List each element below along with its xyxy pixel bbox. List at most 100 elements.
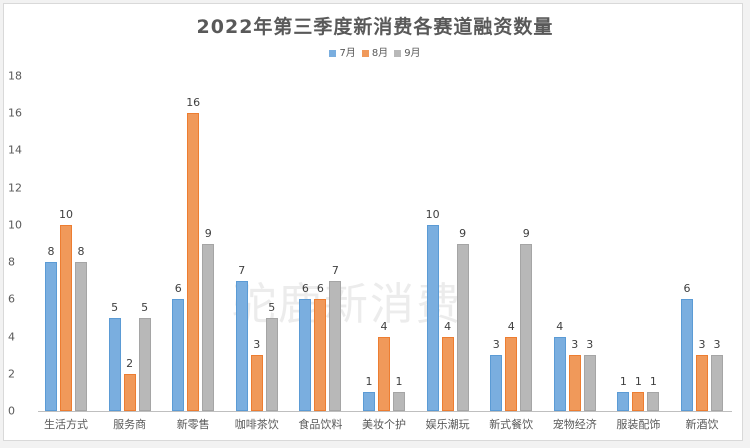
y-tick-label: 6 — [8, 292, 15, 306]
bar[interactable] — [75, 262, 87, 411]
chart-legend: 7月 8月 9月 — [0, 44, 750, 59]
x-category-label: 宠物经济 — [552, 418, 597, 431]
data-label: 5 — [111, 300, 119, 314]
y-tick-label: 4 — [8, 330, 15, 344]
data-label: 8 — [47, 245, 55, 259]
y-tick-label: 14 — [8, 143, 22, 157]
legend-item[interactable]: 9月 — [394, 44, 421, 59]
y-tick-label: 16 — [8, 106, 22, 120]
bar[interactable] — [393, 392, 405, 411]
bar[interactable] — [553, 336, 566, 411]
legend-swatch — [361, 49, 369, 57]
bar[interactable] — [632, 392, 645, 411]
data-label: 3 — [698, 338, 706, 352]
bar[interactable] — [138, 317, 151, 411]
data-label: 4 — [444, 319, 452, 333]
x-category-label: 生活方式 — [44, 418, 88, 431]
data-label: 1 — [649, 375, 657, 389]
data-label: 1 — [619, 375, 627, 389]
data-label: 2 — [126, 356, 134, 370]
bar[interactable] — [696, 355, 708, 411]
x-category-label: 咖啡茶饮 — [234, 418, 279, 431]
x-category-label: 娱乐潮玩 — [425, 418, 470, 431]
bar[interactable] — [187, 113, 200, 411]
bar[interactable] — [378, 336, 390, 411]
x-axis-line — [38, 411, 732, 412]
data-label: 6 — [301, 282, 309, 296]
bar[interactable] — [490, 355, 503, 411]
data-label: 7 — [331, 263, 339, 277]
legend-label: 9月 — [404, 48, 421, 59]
bar[interactable] — [617, 392, 630, 411]
data-label: 3 — [586, 338, 594, 352]
bar[interactable] — [329, 280, 342, 411]
data-label: 5 — [268, 300, 276, 314]
data-label: 4 — [507, 319, 515, 333]
legend-swatch — [394, 49, 402, 57]
data-label: 9 — [459, 226, 467, 240]
legend-swatch — [329, 49, 337, 57]
x-category-label: 美妆个护 — [362, 418, 406, 431]
bar[interactable] — [711, 355, 723, 411]
data-label: 10 — [59, 207, 73, 221]
legend-item[interactable]: 8月 — [361, 44, 389, 59]
x-category-label: 服务商 — [113, 418, 147, 431]
legend-label: 8月 — [371, 48, 389, 59]
bar[interactable] — [520, 243, 533, 411]
y-tick-label: 8 — [8, 255, 15, 269]
bar[interactable] — [235, 280, 248, 411]
bar[interactable] — [123, 373, 136, 411]
chart-title: 2022年第三季度新消费各赛道融资数量 — [196, 16, 554, 38]
data-label: 6 — [316, 282, 324, 296]
bar[interactable] — [568, 355, 581, 411]
x-category-label: 服装配饰 — [616, 418, 661, 431]
data-label: 5 — [141, 300, 149, 314]
x-category-label: 新零售 — [176, 418, 210, 431]
legend-item[interactable]: 7月 — [329, 44, 356, 59]
data-label: 6 — [174, 282, 182, 296]
data-label: 1 — [365, 375, 373, 389]
x-category-label: 新式餐饮 — [489, 418, 534, 431]
bar[interactable] — [647, 392, 660, 411]
bar[interactable] — [441, 336, 454, 411]
y-tick-label: 12 — [8, 181, 22, 195]
bar[interactable] — [202, 243, 215, 411]
data-label: 6 — [683, 282, 691, 296]
bar[interactable] — [60, 224, 72, 411]
x-category-label: 新酒饮 — [685, 418, 719, 431]
y-tick-label: 0 — [8, 404, 15, 418]
bar[interactable] — [426, 224, 439, 411]
chart-frame — [3, 3, 743, 441]
data-label: 3 — [492, 338, 500, 352]
y-tick-label: 2 — [8, 367, 15, 381]
data-label: 3 — [253, 338, 261, 352]
bar[interactable] — [583, 355, 596, 411]
y-tick-label: 10 — [8, 218, 22, 232]
bar[interactable] — [172, 299, 185, 411]
bar[interactable] — [505, 336, 518, 411]
bar[interactable] — [299, 299, 312, 411]
bar[interactable] — [108, 317, 121, 411]
data-label: 4 — [380, 319, 388, 333]
data-label: 3 — [571, 338, 579, 352]
bar[interactable] — [314, 299, 327, 411]
data-label: 8 — [77, 245, 85, 259]
data-label: 7 — [238, 263, 246, 277]
bar[interactable] — [250, 355, 263, 411]
data-label: 3 — [713, 338, 721, 352]
bar[interactable] — [45, 262, 57, 411]
legend-label: 7月 — [339, 48, 356, 59]
bar[interactable] — [265, 317, 278, 411]
x-category-label: 食品饮料 — [298, 418, 343, 431]
data-label: 1 — [395, 375, 403, 389]
data-label: 9 — [522, 226, 530, 240]
data-label: 1 — [634, 375, 642, 389]
data-label: 9 — [204, 226, 212, 240]
data-label: 10 — [425, 207, 440, 221]
y-tick-label: 18 — [8, 69, 22, 83]
data-label: 16 — [186, 96, 201, 110]
bar[interactable] — [681, 299, 693, 411]
bar[interactable] — [456, 243, 469, 411]
bar[interactable] — [363, 392, 375, 411]
data-label: 4 — [556, 319, 564, 333]
